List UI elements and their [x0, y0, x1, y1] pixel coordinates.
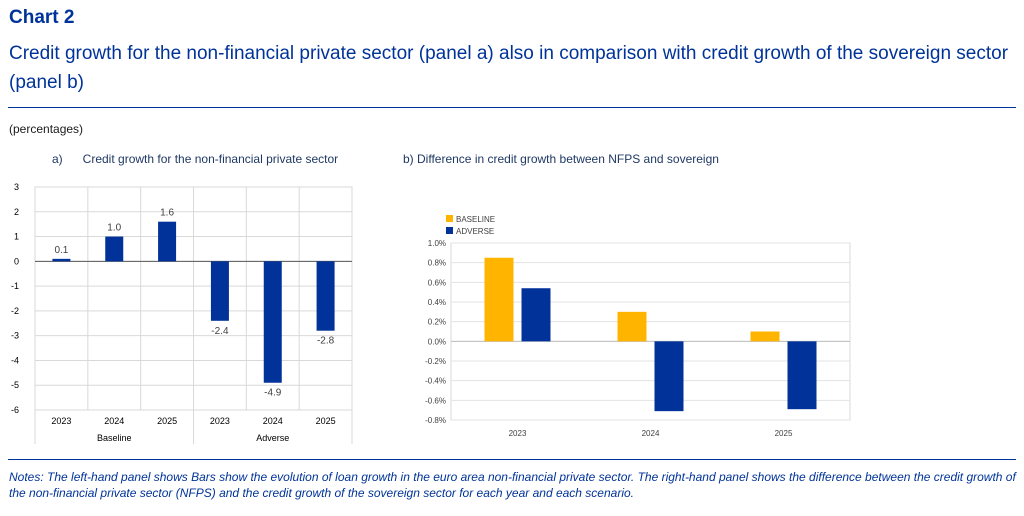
data-label: -2.8: [317, 336, 335, 347]
units-label: (percentages): [9, 122, 84, 136]
group-label: Adverse: [256, 433, 289, 443]
adverse-bar: [654, 341, 684, 412]
y-tick-label: -0.4%: [425, 377, 446, 386]
legend-swatch-adverse: [446, 227, 453, 234]
legend-label-adverse: ADVERSE: [456, 227, 494, 236]
y-tick-label: -3: [11, 331, 19, 341]
y-tick-label: -1: [11, 281, 19, 291]
y-tick-label: 0.8%: [428, 259, 446, 268]
notes-text: Notes: The left-hand panel shows Bars sh…: [9, 470, 1016, 500]
bar: [210, 261, 229, 321]
bar: [263, 261, 282, 383]
baseline-bar: [750, 331, 780, 342]
y-tick-label: -5: [11, 380, 19, 390]
y-tick-label: 0.6%: [428, 278, 446, 287]
panel-a-title: a) Credit growth for the non-financial p…: [52, 152, 339, 166]
panel-b-title: b) Difference in credit growth between N…: [403, 152, 719, 166]
x-tick-label: 2025: [775, 429, 793, 438]
adverse-bar: [787, 341, 817, 410]
y-tick-label: -2: [11, 306, 19, 316]
title-divider: [8, 107, 1016, 108]
y-tick-label: 0.0%: [428, 337, 446, 346]
data-label: -4.9: [264, 388, 282, 399]
x-tick-label: 2023: [509, 429, 527, 438]
bar: [52, 258, 71, 262]
data-label: -2.4: [211, 326, 229, 337]
x-tick-label: 2025: [316, 416, 336, 426]
legend-swatch-baseline: [446, 215, 453, 222]
y-tick-label: 0.4%: [428, 298, 446, 307]
legend-label-baseline: BASELINE: [456, 215, 495, 224]
x-tick-label: 2024: [642, 429, 660, 438]
y-tick-label: 1.0%: [428, 239, 446, 248]
x-tick-label: 2023: [51, 416, 71, 426]
x-tick-label: 2024: [104, 416, 124, 426]
x-tick-label: 2023: [210, 416, 230, 426]
panel-b-chart: 1.0% 0.8% 0.6% 0.4% 0.2% 0.0% -0.2% -0.4% -0.6% -…: [425, 215, 851, 438]
y-tick-label: 1: [14, 232, 19, 242]
group-label: Baseline: [97, 433, 132, 443]
data-label: 1.6: [160, 208, 174, 219]
y-tick-label: 0.2%: [428, 318, 446, 327]
y-tick-label: -0.8%: [425, 416, 446, 425]
data-label: 0.1: [54, 245, 68, 256]
y-tick-label: -0.6%: [425, 396, 446, 405]
data-label: 1.0: [107, 223, 121, 234]
baseline-bar: [484, 257, 514, 342]
chart-number: Chart 2: [9, 7, 75, 28]
y-tick-label: -0.2%: [425, 357, 446, 366]
x-tick-label: 2025: [157, 416, 177, 426]
y-tick-label: 2: [14, 207, 19, 217]
y-tick-label: 0: [14, 256, 19, 266]
chart-title: Credit growth for the non-financial priv…: [9, 43, 1009, 93]
x-tick-label: 2024: [263, 416, 283, 426]
notes-divider: [8, 459, 1016, 460]
y-tick-label: -6: [11, 405, 19, 415]
bar: [105, 236, 124, 262]
bar: [158, 221, 177, 262]
adverse-bar: [521, 288, 551, 342]
y-tick-label: 3: [14, 182, 19, 192]
panel-a-chart: 3 2 1 0 -1 -2 -3 -4 -5 -6 0.1 2023 1.0 2024 1.6 2025 -2.…: [11, 182, 353, 444]
bar: [316, 261, 335, 331]
y-tick-label: -4: [11, 355, 19, 365]
baseline-bar: [617, 311, 647, 342]
